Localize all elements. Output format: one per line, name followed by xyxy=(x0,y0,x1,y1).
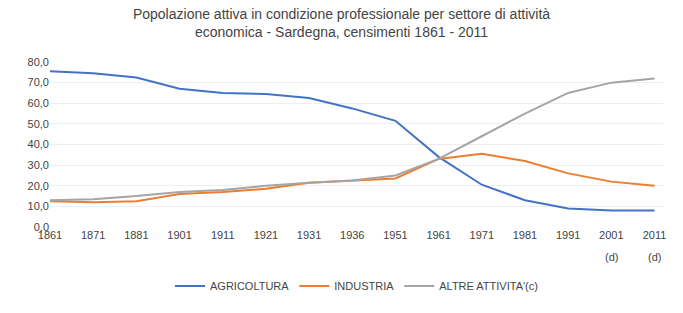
svg-text:30,0: 30,0 xyxy=(28,159,49,171)
svg-text:INDUSTRIA: INDUSTRIA xyxy=(334,280,394,292)
svg-text:1901: 1901 xyxy=(167,229,191,241)
svg-text:AGRICOLTURA: AGRICOLTURA xyxy=(210,280,289,292)
svg-text:1971: 1971 xyxy=(470,229,494,241)
svg-text:80,0: 80,0 xyxy=(28,56,49,68)
svg-text:1936: 1936 xyxy=(340,229,364,241)
svg-text:70,0: 70,0 xyxy=(28,76,49,88)
svg-text:Popolazione attiva in condizio: Popolazione attiva in condizione profess… xyxy=(133,6,550,40)
svg-text:2001: 2001 xyxy=(599,229,623,241)
svg-text:1911: 1911 xyxy=(211,229,235,241)
svg-text:1881: 1881 xyxy=(124,229,148,241)
svg-text:60,0: 60,0 xyxy=(28,97,49,109)
svg-text:(d): (d) xyxy=(648,251,661,263)
svg-text:1861: 1861 xyxy=(38,229,62,241)
svg-text:1981: 1981 xyxy=(513,229,537,241)
svg-text:1991: 1991 xyxy=(556,229,580,241)
svg-text:1931: 1931 xyxy=(297,229,321,241)
svg-text:1951: 1951 xyxy=(383,229,407,241)
svg-text:1871: 1871 xyxy=(81,229,105,241)
svg-text:2011: 2011 xyxy=(643,229,667,241)
svg-text:1961: 1961 xyxy=(426,229,450,241)
svg-text:40,0: 40,0 xyxy=(28,138,49,150)
svg-text:0,0: 0,0 xyxy=(34,221,49,233)
svg-text:20,0: 20,0 xyxy=(28,180,49,192)
svg-text:1921: 1921 xyxy=(254,229,278,241)
svg-text:10,0: 10,0 xyxy=(28,200,49,212)
svg-text:(d): (d) xyxy=(605,251,618,263)
svg-text:ALTRE ATTIVITA'(c): ALTRE ATTIVITA'(c) xyxy=(439,280,538,292)
svg-text:50,0: 50,0 xyxy=(28,118,49,130)
